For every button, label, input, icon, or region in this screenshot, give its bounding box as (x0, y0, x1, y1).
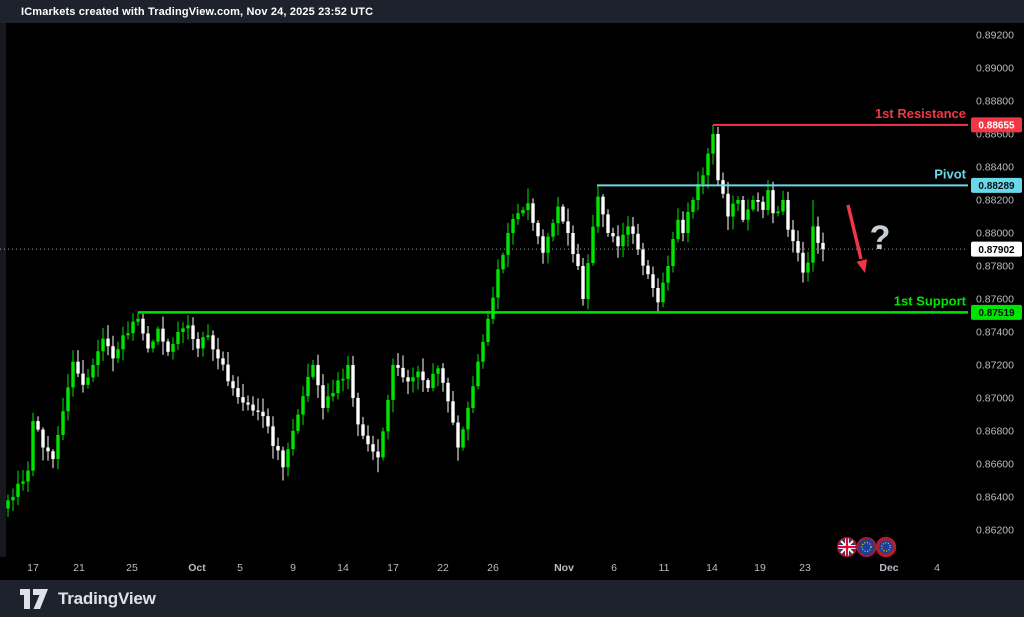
svg-text:22: 22 (437, 562, 449, 574)
svg-text:0.86600: 0.86600 (976, 459, 1014, 471)
svg-text:1st Resistance: 1st Resistance (875, 106, 966, 121)
svg-text:4: 4 (934, 562, 940, 574)
svg-text:14: 14 (706, 562, 718, 574)
svg-text:0.86400: 0.86400 (976, 492, 1014, 504)
svg-text:0.88655: 0.88655 (978, 121, 1015, 132)
svg-text:9: 9 (290, 562, 296, 574)
svg-text:0.86200: 0.86200 (976, 525, 1014, 537)
svg-text:0.87902: 0.87902 (978, 245, 1015, 256)
svg-text:0.88000: 0.88000 (976, 228, 1014, 240)
time-axis[interactable] (0, 557, 1024, 580)
svg-text:6: 6 (611, 562, 617, 574)
svg-text:0.88800: 0.88800 (976, 96, 1014, 108)
svg-text:0.87600: 0.87600 (976, 294, 1014, 306)
svg-text:17: 17 (387, 562, 399, 574)
svg-text:0.88289: 0.88289 (978, 181, 1015, 192)
support-resistance-lines: 1st Resistance Pivot 1st Support (138, 106, 968, 314)
svg-text:14: 14 (337, 562, 349, 574)
svg-text:Oct: Oct (188, 562, 206, 574)
uk-flag-icon (837, 537, 857, 557)
svg-text:Pivot: Pivot (934, 166, 966, 181)
svg-text:0.88200: 0.88200 (976, 195, 1014, 207)
attribution-bar: ICmarkets created with TradingView.com, … (0, 0, 1024, 23)
svg-text:Dec: Dec (879, 562, 898, 574)
tradingview-brand-text: TradingView (58, 588, 156, 608)
svg-text:0.88400: 0.88400 (976, 162, 1014, 174)
svg-text:0.87519: 0.87519 (978, 308, 1015, 319)
svg-text:5: 5 (237, 562, 243, 574)
svg-text:17: 17 (27, 562, 39, 574)
tradingview-attribution-link[interactable]: TradingView (0, 580, 1024, 617)
svg-text:0.87400: 0.87400 (976, 327, 1014, 339)
svg-text:0.87800: 0.87800 (976, 261, 1014, 273)
svg-text:Nov: Nov (554, 562, 574, 574)
svg-text:0.89200: 0.89200 (976, 30, 1014, 42)
price-axis[interactable] (968, 23, 1024, 557)
svg-text:25: 25 (126, 562, 138, 574)
question-mark-annotation: ? (870, 219, 891, 257)
time-axis-labels: 17 21 25 Oct 5 9 14 17 22 26 Nov 6 11 14 19 23 Dec 4 (27, 562, 940, 574)
candles (6, 124, 825, 517)
projection-arrow-icon (846, 204, 868, 273)
svg-text:0.89000: 0.89000 (976, 63, 1014, 75)
svg-text:0.87200: 0.87200 (976, 360, 1014, 372)
price-chart[interactable]: 1st Resistance Pivot 1st Support ? 0.89200… (0, 23, 1024, 580)
price-axis-labels: 0.892000.890000.888000.886000.884000.882… (971, 30, 1022, 537)
attribution-text: ICmarkets created with TradingView.com, … (21, 5, 374, 18)
svg-text:0.86800: 0.86800 (976, 426, 1014, 438)
svg-text:23: 23 (799, 562, 811, 574)
eu-flag-icon (875, 536, 897, 558)
svg-text:21: 21 (73, 562, 85, 574)
svg-text:19: 19 (754, 562, 766, 574)
tradingview-logo-icon (20, 588, 48, 609)
svg-text:26: 26 (487, 562, 499, 574)
pane-left-gutter (0, 23, 6, 557)
svg-text:1st Support: 1st Support (894, 293, 967, 308)
svg-text:11: 11 (659, 562, 670, 574)
svg-text:0.87000: 0.87000 (976, 393, 1014, 405)
eu-flag-icon (856, 537, 877, 557)
watermark-flags (837, 536, 897, 558)
